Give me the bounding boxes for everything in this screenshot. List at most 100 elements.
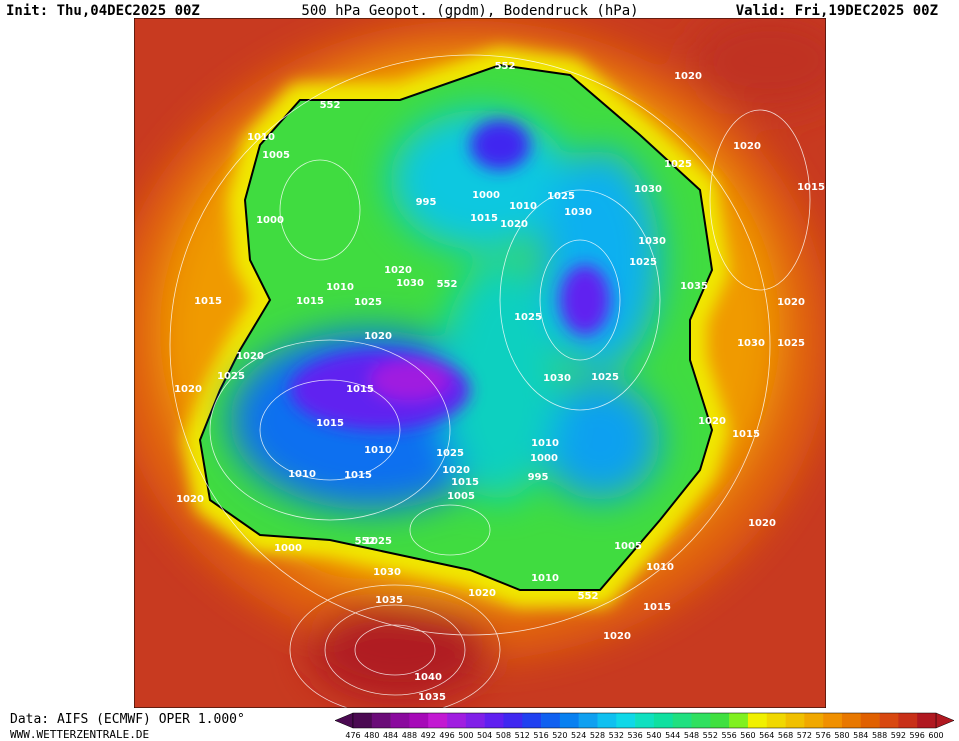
colorbar-label: 560 [740,731,755,740]
colorbar-segment [353,713,373,728]
colorbar-label: 536 [627,731,642,740]
colorbar-segment [616,713,636,728]
isobar-label: 1010 [531,573,559,584]
isobar-label: 1005 [447,491,475,502]
colorbar-label: 492 [421,731,436,740]
colorbar-label: 596 [910,731,925,740]
colorbar-label: 480 [364,731,379,740]
isobar-label: 1020 [733,141,761,152]
isobar-label: 1025 [514,312,542,323]
colorbar-label: 548 [684,731,699,740]
isobar-label: 1005 [614,541,642,552]
colorbar-label: 528 [590,731,605,740]
isobar-label: 552 [495,61,516,72]
isobar-label: 1000 [274,543,302,554]
colorbar-label: 552 [703,731,718,740]
isobar-label: 1015 [470,213,498,224]
isobar-label: 1025 [436,448,464,459]
colorbar-label: 500 [458,731,473,740]
colorbar-label: 592 [891,731,906,740]
isobar-label: 1015 [194,296,222,307]
colorbar-label: 496 [439,731,454,740]
colorbar-frame [352,712,937,729]
isobar-label: 1025 [217,371,245,382]
colorbar-label: 600 [928,731,943,740]
colorbar-label: 516 [533,731,548,740]
isobar-label: 1015 [346,384,374,395]
isobar-label: 1035 [680,281,708,292]
colorbar: 476 480 484 488 492 496 500 504 508 512 516 520 524 5… [334,712,955,740]
colorbar-label: 520 [552,731,567,740]
isobar-label: 1000 [472,190,500,201]
colorbar-label: 532 [609,731,624,740]
colorbar-label: 544 [665,731,680,740]
isobar-label: 552 [437,279,458,290]
isobar-label: 552 [320,100,341,111]
isobar-label: 1025 [547,191,575,202]
isobar-label: 1020 [236,351,264,362]
colorbar-segment [635,713,655,728]
data-source: Data: AIFS (ECMWF) OPER 1.000° [10,712,245,727]
colorbar-segment [371,713,391,728]
isobar-label: 1025 [591,372,619,383]
isobar-label: 1015 [296,296,324,307]
isobar-label: 1030 [564,207,592,218]
colorbar-segment [766,713,786,728]
isobar-label: 1020 [176,494,204,505]
colorbar-label: 488 [402,731,417,740]
isobar-label: 1025 [664,159,692,170]
isobar-label: 1030 [634,184,662,195]
isobar-label: 1020 [603,631,631,642]
isobar-label: 1025 [629,257,657,268]
isobar-label: 1020 [500,219,528,230]
colorbar-segment [785,713,805,728]
isobar-label: 1005 [262,150,290,161]
isobar-label: 1015 [344,470,372,481]
isobar-label: 1015 [643,602,671,613]
isobar-label: 1030 [543,373,571,384]
isobar-label: 1040 [414,672,442,683]
isobar-label: 1020 [384,265,412,276]
isobar-label: 1010 [531,438,559,449]
colorbar-label: 580 [834,731,849,740]
isobar-label: 1030 [737,338,765,349]
colorbar-label: 564 [759,731,774,740]
colorbar-segment [428,713,448,728]
isobar-label: 1035 [375,595,403,606]
isobar-label: 995 [416,197,437,208]
isobar-label: 1020 [748,518,776,529]
colorbar-segment [898,713,918,728]
isobar-label: 1015 [797,182,825,193]
colorbar-arrow-right [935,712,955,729]
colorbar-label: 508 [496,731,511,740]
isobar-label: 1015 [732,429,760,440]
map [134,18,826,708]
colorbar-segment [390,713,410,728]
colorbar-segment [522,713,542,728]
isobar-label: 1020 [364,331,392,342]
colorbar-segment [541,713,561,728]
isobar-label: 1020 [674,71,702,82]
colorbar-segment [917,713,937,728]
colorbar-segment [841,713,862,728]
colorbar-label: 512 [515,731,530,740]
colorbar-segment [747,713,768,728]
colorbar-label: 576 [816,731,831,740]
colorbar-segment [597,713,617,728]
isobar-label: 1020 [174,384,202,395]
colorbar-label: 504 [477,731,492,740]
colorbar-segment [860,713,880,728]
colorbar-segment [465,713,485,728]
colorbar-segment [409,713,429,728]
valid-time: Valid: Fri,19DEC2025 00Z [736,3,938,19]
colorbar-label: 556 [721,731,736,740]
colorbar-segment [879,713,899,728]
colorbar-label: 476 [345,731,360,740]
colorbar-segment [691,713,711,728]
colorbar-label: 484 [383,731,398,740]
isobar-label: 1010 [646,562,674,573]
isobar-label: 1030 [373,567,401,578]
colorbar-segment [672,713,692,728]
isobar-label: 1025 [354,297,382,308]
